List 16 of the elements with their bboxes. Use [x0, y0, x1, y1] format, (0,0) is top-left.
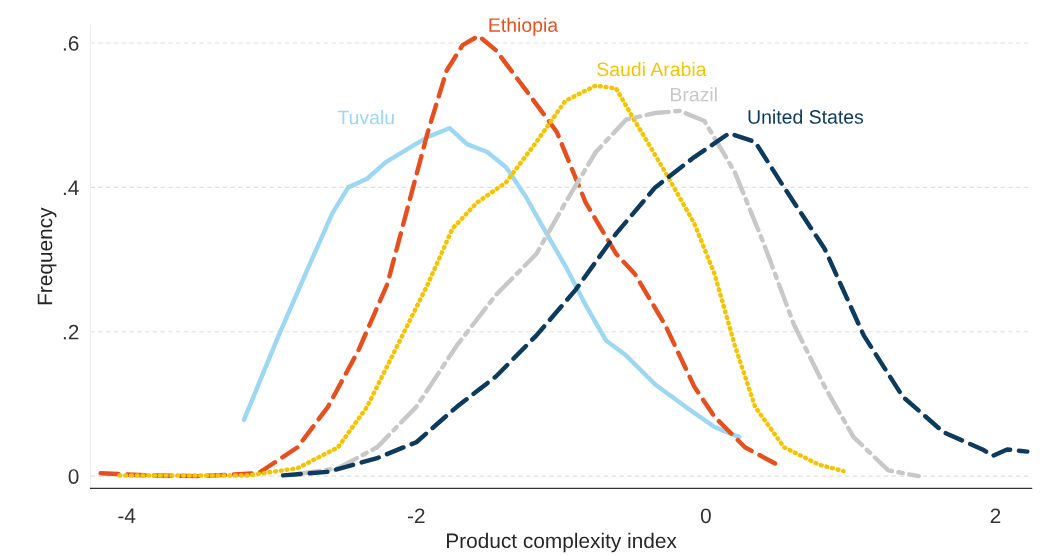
series-label: Saudi Arabia [597, 61, 707, 77]
y-tick-label: .6 [63, 36, 79, 51]
x-tick-label: 0 [700, 508, 711, 524]
x-tick-label: 2 [990, 508, 1001, 523]
line-series [280, 131, 1030, 478]
y-tick-label: 0 [68, 469, 79, 484]
x-tick-label: -4 [118, 508, 136, 523]
series-label: Ethiopia [489, 17, 559, 36]
y-tick-label: .2 [63, 324, 79, 340]
y-axis-title: Frequency [37, 207, 57, 305]
series-label: Tuvalu [337, 110, 394, 125]
x-tick-label: -2 [407, 508, 425, 523]
line-series [241, 125, 742, 440]
series-label: United States [748, 109, 864, 124]
y-tick-label: .4 [63, 180, 79, 195]
x-axis-title: Product complexity index [447, 532, 677, 553]
